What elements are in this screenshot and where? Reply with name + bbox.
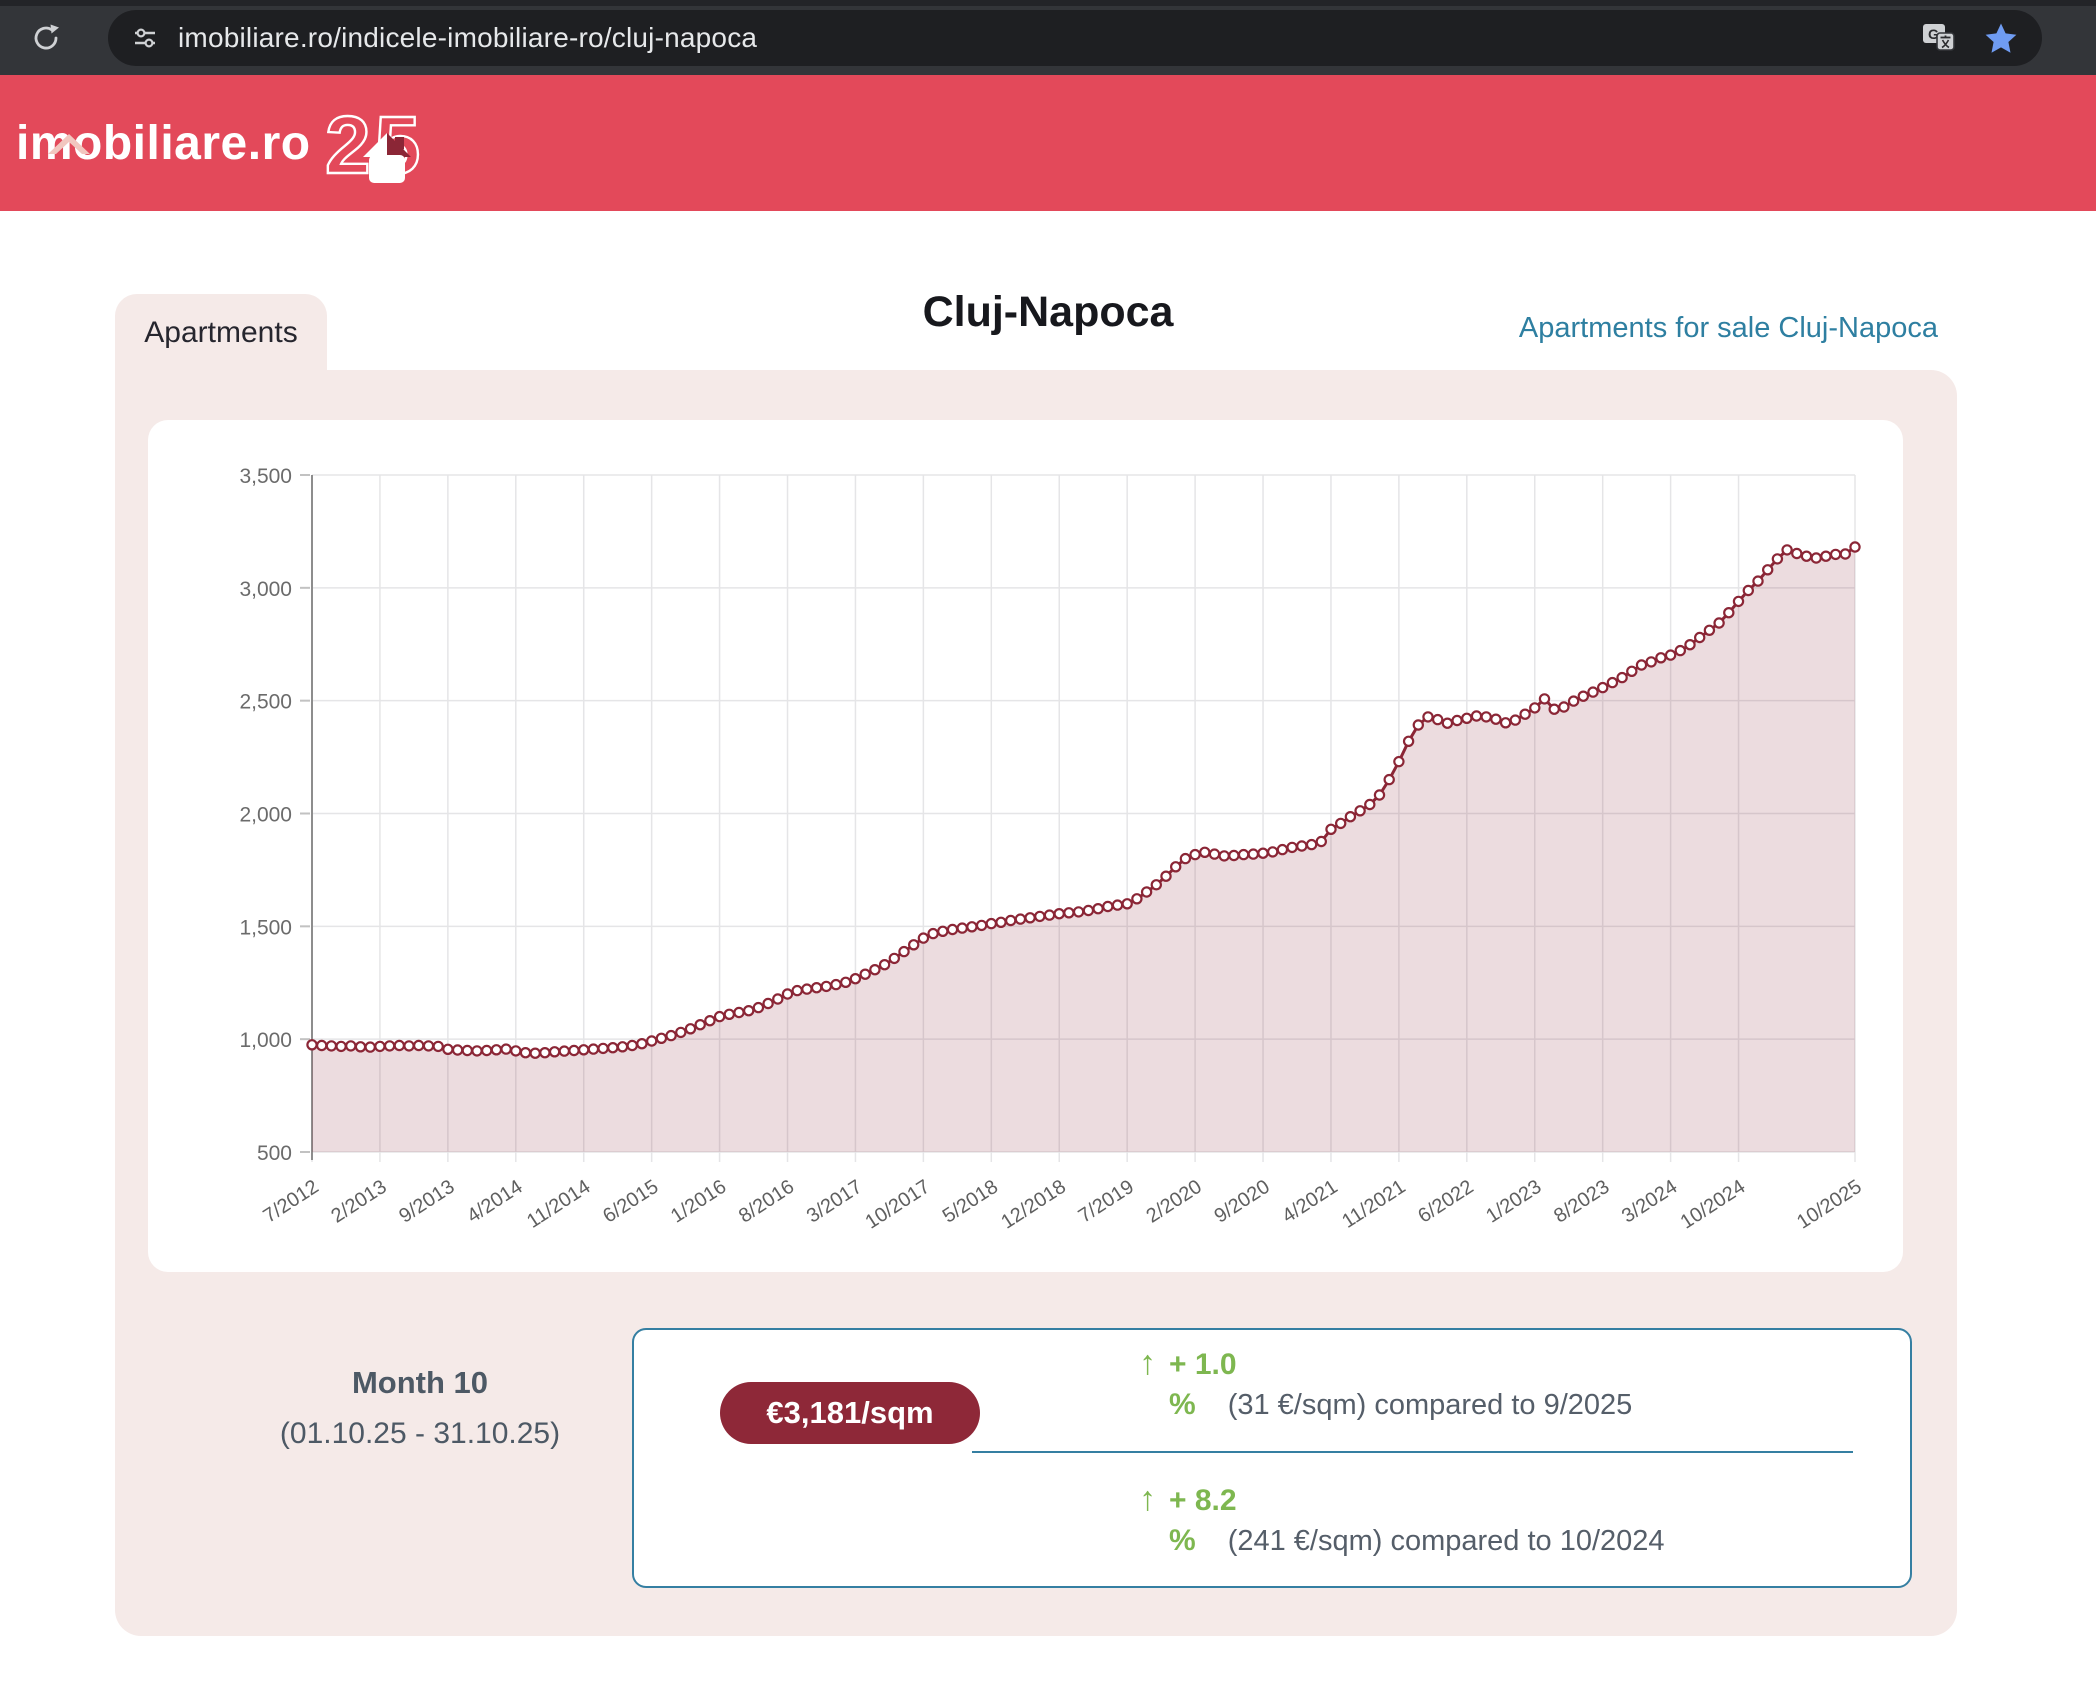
apartments-for-sale-link[interactable]: Apartments for sale Cluj-Napoca: [1518, 312, 1938, 344]
svg-text:2,000: 2,000: [239, 804, 292, 827]
change-percent-value: + 8.2: [1169, 1484, 1237, 1517]
svg-text:3,000: 3,000: [239, 578, 292, 601]
stats-card: €3,181/sqm ↑ + 1.0 % (31 €/sqm) compared…: [632, 1328, 1912, 1588]
svg-text:1,500: 1,500: [239, 916, 292, 939]
svg-text:2/2020: 2/2020: [1143, 1176, 1206, 1228]
percent-sign: %: [1169, 1524, 1196, 1557]
svg-text:1/2023: 1/2023: [1482, 1176, 1545, 1228]
change-line-1: ↑ + 1.0: [1139, 1344, 1899, 1388]
page-title: Cluj-Napoca: [922, 288, 1174, 336]
svg-text:500: 500: [257, 1142, 292, 1165]
change-line-2: % (31 €/sqm) compared to 9/2025: [1139, 1388, 1899, 1432]
svg-text:3,500: 3,500: [239, 465, 292, 488]
address-bar[interactable]: imobiliare.ro/indicele-imobiliare-ro/clu…: [108, 10, 2042, 66]
svg-text:4/2014: 4/2014: [463, 1176, 526, 1228]
url-text[interactable]: imobiliare.ro/indicele-imobiliare-ro/clu…: [178, 22, 758, 53]
site-settings-icon[interactable]: [132, 25, 158, 51]
svg-text:10/2024: 10/2024: [1677, 1176, 1750, 1234]
change-percent-value: + 1.0: [1169, 1348, 1237, 1381]
logo-25th-anniversary: 25: [325, 99, 421, 191]
imobiliare-logo[interactable]: imobiliare.ro 25: [16, 97, 457, 191]
month-label: Month 10: [351, 1365, 489, 1400]
up-arrow-icon: ↑: [1139, 1344, 1156, 1382]
svg-text:8/2023: 8/2023: [1550, 1176, 1613, 1228]
reload-icon: [34, 24, 59, 50]
svg-text:3/2024: 3/2024: [1618, 1176, 1681, 1228]
svg-text:10/2017: 10/2017: [861, 1176, 934, 1234]
month-period: (01.10.25 - 31.10.25): [279, 1417, 561, 1450]
svg-text:6/2015: 6/2015: [599, 1176, 662, 1228]
svg-text:9/2020: 9/2020: [1210, 1176, 1273, 1228]
month-box: Month 10 (01.10.25 - 31.10.25): [210, 1365, 630, 1451]
svg-text:10/2025: 10/2025: [1793, 1176, 1866, 1234]
chart-card: 500 1,000 1,500 2,000 2,500 3,000 3,500 7/2012 2…: [148, 420, 1903, 1272]
svg-text:2,500: 2,500: [239, 691, 292, 714]
logo-wordmark: imobiliare.ro: [16, 116, 311, 170]
change-line-1: ↑ + 8.2: [1139, 1480, 1899, 1524]
window-top-strip: [0, 0, 2096, 6]
bookmark-star-icon[interactable]: [1984, 22, 2018, 54]
percent-sign: %: [1169, 1388, 1196, 1421]
svg-text:6/2022: 6/2022: [1414, 1176, 1477, 1228]
tab-apartments[interactable]: Apartments: [115, 294, 327, 372]
svg-text:1/2016: 1/2016: [667, 1176, 730, 1228]
svg-text:1,000: 1,000: [239, 1029, 292, 1052]
svg-text:4/2021: 4/2021: [1278, 1176, 1341, 1228]
svg-text:11/2021: 11/2021: [1338, 1176, 1409, 1233]
up-arrow-icon: ↑: [1139, 1480, 1156, 1518]
site-header: imobiliare.ro 25: [0, 75, 2096, 211]
svg-text:5/2018: 5/2018: [939, 1176, 1002, 1228]
price-pill: €3,181/sqm: [720, 1382, 980, 1444]
svg-text:G: G: [1928, 26, 1939, 42]
logo-house-roof-icon: [48, 133, 90, 154]
change-vs-previous-year: ↑ + 8.2 % (241 €/sqm) compared to 10/202…: [1139, 1480, 1899, 1568]
svg-text:9/2013: 9/2013: [395, 1176, 458, 1228]
translate-icon[interactable]: G: [1922, 23, 1956, 53]
svg-text:7/2019: 7/2019: [1075, 1176, 1138, 1228]
svg-text:3/2017: 3/2017: [803, 1176, 866, 1228]
svg-text:11/2014: 11/2014: [523, 1176, 594, 1233]
reload-button[interactable]: [26, 18, 66, 58]
svg-text:12/2018: 12/2018: [997, 1176, 1070, 1234]
browser-toolbar: imobiliare.ro/indicele-imobiliare-ro/clu…: [0, 0, 2096, 75]
svg-text:2/2013: 2/2013: [327, 1176, 390, 1228]
index-panel: 500 1,000 1,500 2,000 2,500 3,000 3,500 7/2012 2…: [115, 370, 1957, 1636]
change-vs-previous-month: ↑ + 1.0 % (31 €/sqm) compared to 9/2025: [1139, 1344, 1899, 1432]
svg-text:8/2016: 8/2016: [735, 1176, 798, 1228]
change-description: (241 €/sqm) compared to 10/2024: [1227, 1525, 1665, 1557]
change-description: (31 €/sqm) compared to 9/2025: [1227, 1389, 1633, 1421]
stats-divider: [972, 1451, 1853, 1453]
change-line-2: % (241 €/sqm) compared to 10/2024: [1139, 1524, 1899, 1568]
svg-text:7/2012: 7/2012: [259, 1176, 322, 1228]
